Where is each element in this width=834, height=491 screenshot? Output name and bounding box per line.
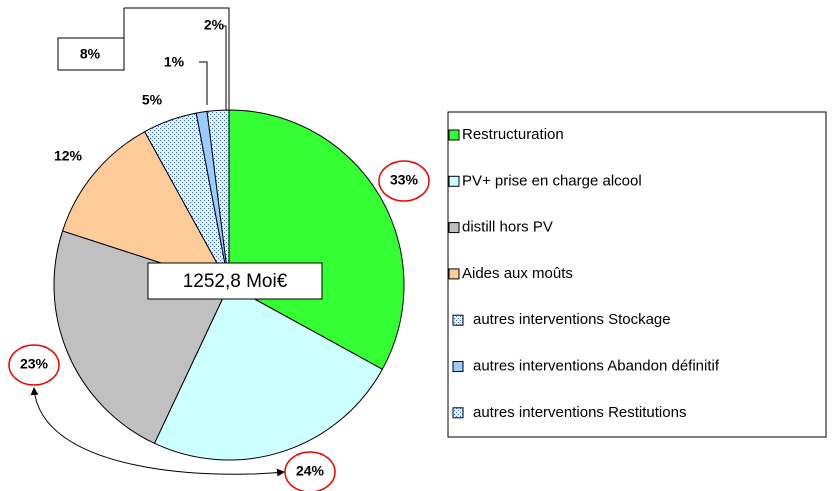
leader-line	[222, 25, 227, 110]
legend-swatch	[448, 222, 460, 234]
data-label: 2%	[204, 17, 225, 33]
center-box	[147, 262, 323, 300]
data-label: 23%	[20, 356, 49, 372]
data-label: 33%	[390, 172, 419, 188]
legend-swatch	[452, 361, 464, 372]
legend-label: autres interventions Abandon définitif	[473, 357, 720, 374]
legend-label: PV+ prise en charge alcool	[462, 172, 642, 189]
legend-swatch	[452, 407, 464, 419]
pie-slice	[228, 109, 405, 370]
pie: 33% 24% 23% 12% 5% 1% 2%	[8, 17, 430, 491]
legend: Restructuration PV+ prise en charge alcoo…	[448, 126, 720, 421]
pie-slice	[61, 130, 231, 286]
legend-label: autres interventions Restitutions	[473, 404, 686, 421]
data-label: 24%	[296, 463, 325, 479]
legend-box	[447, 111, 827, 438]
label-circle	[284, 451, 336, 491]
data-label: 1%	[164, 54, 185, 70]
label-circle	[8, 344, 60, 386]
legend-label: Aides aux moûts	[462, 265, 573, 282]
legend-swatch	[452, 314, 464, 326]
arrow	[30, 387, 285, 477]
legend-swatch	[448, 129, 460, 141]
legend-swatch	[448, 268, 460, 280]
center-label: 1252,8 Moi€	[183, 271, 288, 292]
leader-line	[199, 61, 208, 105]
legend-label: distill hors PV	[462, 219, 553, 236]
group-label: 8%	[80, 46, 101, 62]
data-label: 5%	[142, 92, 163, 108]
legend-label: autres interventions Stockage	[473, 311, 671, 328]
legend-swatch	[448, 175, 460, 187]
legend-label: Restructuration	[462, 126, 564, 143]
data-label: 12%	[54, 148, 83, 164]
group-bracket	[57, 7, 230, 118]
label-circle	[378, 160, 430, 202]
